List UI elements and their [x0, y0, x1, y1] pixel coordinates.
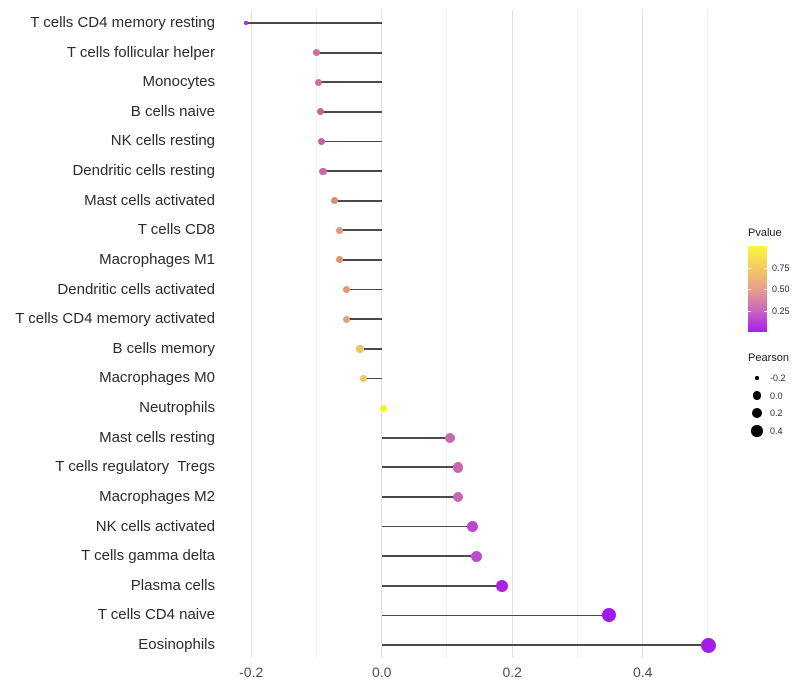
pvalue-tick-mark [748, 289, 751, 290]
pvalue-tick-mark [748, 310, 751, 312]
lollipop-dot [316, 108, 324, 116]
y-axis-label: Eosinophils [138, 636, 215, 654]
grid-line-major [511, 10, 513, 658]
lollipop-stem [381, 525, 473, 528]
y-axis-label: Dendritic cells activated [57, 280, 215, 298]
x-tick-label: -0.2 [239, 664, 264, 680]
pearson-legend-label: 0.4 [770, 425, 783, 436]
pearson-legend-dot [752, 391, 762, 400]
pvalue-tick-label: 0.50 [772, 284, 790, 294]
y-axis-label: T cells CD4 memory activated [15, 310, 215, 328]
x-tick-label: 0.2 [502, 664, 522, 680]
pvalue-tick-mark [748, 267, 751, 269]
y-axis-label: Macrophages M2 [99, 487, 215, 505]
y-axis-label: NK cells resting [110, 132, 215, 150]
lollipop-dot [336, 256, 344, 264]
y-axis-label: Mast cells activated [84, 191, 215, 209]
pearson-legend-label: -0.2 [770, 373, 786, 383]
lollipop-dot [342, 285, 351, 294]
pvalue-tick-mark [764, 289, 767, 290]
y-axis-label: Mast cells resting [99, 428, 215, 446]
y-axis-label: T cells CD8 [137, 221, 215, 239]
lollipop-dot [452, 491, 464, 503]
y-axis-label: Macrophages M1 [99, 250, 215, 268]
y-axis-label: B cells memory [112, 339, 215, 357]
lollipop-stem [381, 584, 502, 587]
x-tick-label: 0.4 [632, 664, 653, 680]
lollipop-stem [322, 170, 382, 172]
lollipop-stem [318, 81, 382, 84]
pvalue-tick-mark [764, 267, 767, 269]
pearson-legend-dot [755, 376, 759, 380]
lollipop-dot [244, 21, 248, 25]
pvalue-tick-mark [764, 310, 767, 312]
lollipop-dot [335, 226, 343, 234]
grid-line-major [642, 10, 644, 658]
lollipop-stem [363, 377, 382, 380]
lollipop-stem [334, 199, 382, 202]
lollipop-dot [470, 550, 482, 562]
pearson-legend-title: Pearson [748, 352, 789, 364]
lollipop-dot [342, 315, 351, 323]
lollipop-stem [346, 288, 382, 291]
pvalue-tick-label: 0.25 [772, 305, 790, 316]
lollipop-stem [346, 318, 382, 321]
lollipop-stem [381, 644, 709, 646]
lollipop-dot [701, 637, 717, 653]
y-axis-label: Neutrophils [139, 399, 215, 417]
lollipop-dot [601, 608, 616, 623]
lollipop-dot [318, 137, 326, 146]
lollipop-stem [381, 466, 459, 469]
pearson-legend-label: 0.2 [770, 408, 783, 419]
pearson-legend-label: 0.0 [770, 390, 783, 401]
lollipop-dot [312, 49, 320, 57]
lollipop-stem [245, 22, 382, 24]
lollipop-stem [381, 614, 609, 617]
lollipop-dot [452, 462, 464, 473]
lollipop-dot [379, 404, 387, 412]
y-axis-label: Macrophages M0 [99, 369, 215, 387]
grid-line-minor [315, 10, 317, 658]
lollipop-stem [321, 140, 382, 143]
lollipop-dot [466, 521, 478, 533]
y-axis-label: T cells follicular helper [66, 43, 215, 61]
lollipop-dot [319, 167, 327, 175]
lollipop-stem [339, 229, 382, 232]
lollipop-stem [339, 259, 382, 261]
pvalue-legend-title: Pvalue [748, 227, 782, 239]
y-axis-label: NK cells activated [95, 517, 215, 535]
pvalue-tick-label: 0.75 [772, 262, 790, 273]
y-axis-label: Plasma cells [130, 576, 215, 594]
grid-line-minor [707, 10, 709, 658]
pearson-legend-dot [751, 425, 763, 437]
lollipop-dot [359, 374, 368, 383]
lollipop-dot [356, 345, 364, 353]
grid-line-major [250, 10, 252, 658]
y-axis-label: Monocytes [142, 73, 215, 91]
y-axis-label: T cells CD4 memory resting [30, 14, 215, 31]
lollipop-dot [445, 432, 456, 443]
lollipop-stem [381, 555, 477, 558]
lollipop-dot [331, 197, 339, 205]
pearson-legend-dot [752, 408, 762, 419]
lollipop-dot [314, 78, 322, 86]
lollipop-dot [495, 579, 508, 593]
y-axis-label: B cells naive [130, 102, 215, 120]
y-axis-label: T cells regulatory Tregs [55, 458, 215, 476]
grid-line-minor [576, 10, 578, 658]
lollipop-stem [316, 51, 382, 54]
lollipop-stem [381, 436, 451, 439]
y-axis-label: T cells CD4 naive [97, 606, 215, 624]
y-axis-label: Dendritic cells resting [72, 162, 215, 180]
grid-line-minor [446, 10, 448, 658]
y-axis-label: T cells gamma delta [81, 547, 215, 565]
pvalue-colorbar [748, 246, 767, 332]
lollipop-stem [381, 496, 459, 498]
grid-line-major [381, 10, 383, 658]
x-tick-label: 0.0 [371, 664, 392, 680]
lollipop-stem [360, 347, 382, 350]
lollipop-stem [320, 110, 382, 113]
